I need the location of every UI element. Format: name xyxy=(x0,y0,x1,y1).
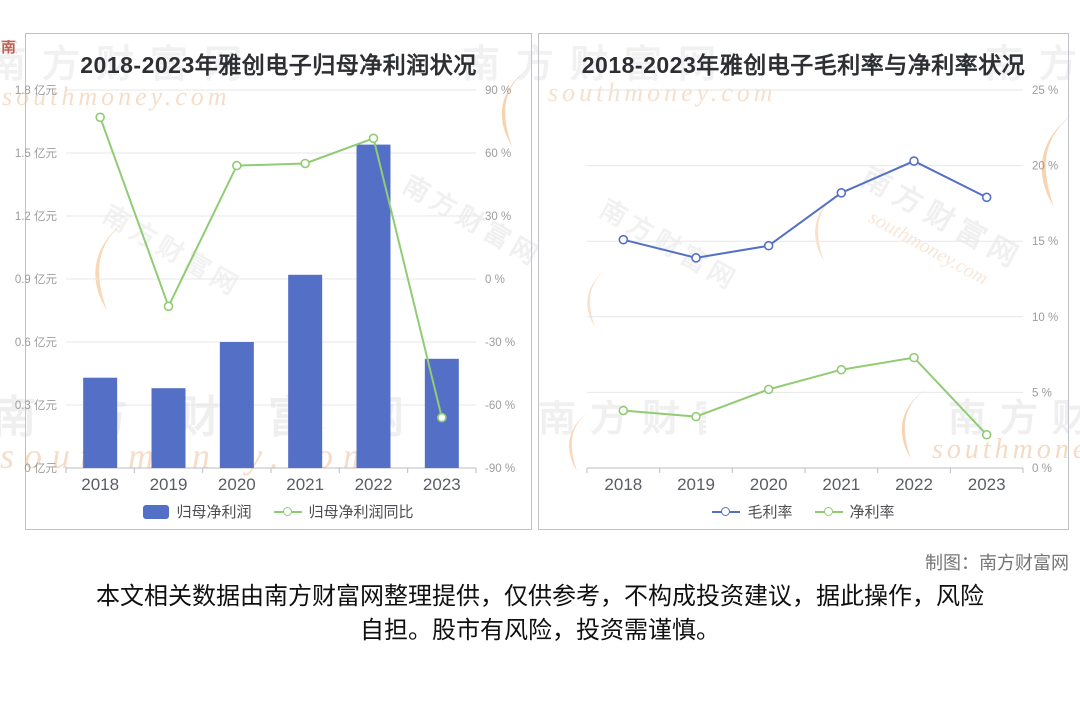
legend-line-marker-icon xyxy=(814,506,843,518)
margin-chart: 0 % 5 % 10 % 15 % 20 % 25 % 2018 2019 2020 2021 20… xyxy=(586,85,1058,494)
line-marker xyxy=(763,384,774,395)
legend-item-label: 归母净利润同比 xyxy=(308,504,414,521)
line-marker xyxy=(981,192,992,203)
left-axis-tick-label: 1.2 亿元 xyxy=(15,210,58,223)
category-label: 2021 xyxy=(286,475,324,494)
category-label: 2019 xyxy=(677,475,715,494)
line-marker xyxy=(618,405,629,416)
line-marker xyxy=(763,240,774,251)
left-axis-tick-label: 0 亿元 xyxy=(24,462,57,475)
right-axis-tick-label: 20 % xyxy=(1032,161,1058,173)
line-marker xyxy=(95,112,105,123)
line-marker xyxy=(691,253,701,263)
right-axis-tick-label: 0 % xyxy=(1032,463,1052,475)
line-marker xyxy=(368,133,379,144)
bar xyxy=(151,388,186,468)
right-axis-tick-label: -30 % xyxy=(485,337,515,349)
line-marker xyxy=(300,158,310,169)
legend-item-label: 净利率 xyxy=(849,504,895,521)
line-marker xyxy=(691,411,701,422)
right-axis-tick-label: 5 % xyxy=(1032,387,1052,399)
legend-line-marker-icon xyxy=(273,506,302,518)
legend-item: 归母净利润 xyxy=(143,501,252,522)
category-label: 2022 xyxy=(895,475,933,494)
category-label: 2018 xyxy=(604,475,642,494)
margin-chart-title: 2018-2023年雅创电子毛利率与净利率状况 xyxy=(581,52,1026,78)
category-label: 2023 xyxy=(968,475,1006,494)
left-axis-tick-label: 1.8 亿元 xyxy=(15,84,58,97)
legend-item-label: 归母净利润 xyxy=(176,504,252,521)
legend-item: 归母净利润同比 xyxy=(273,501,414,522)
legend-bar-swatch-icon xyxy=(143,504,170,519)
right-axis-tick-label: 0 % xyxy=(485,274,505,286)
right-axis-tick-label: -90 % xyxy=(485,463,515,475)
net-profit-chart-title: 2018-2023年雅创电子归母净利润状况 xyxy=(80,52,477,78)
line-marker xyxy=(909,156,919,166)
right-axis-tick-label: 30 % xyxy=(485,211,511,223)
right-axis-tick-label: 25 % xyxy=(1032,85,1058,97)
disclaimer-text: 本文相关数据由南方财富网整理提供，仅供参考，不构成投资建议，据此操作，风险自担。… xyxy=(96,583,984,644)
line-series xyxy=(99,116,443,418)
right-axis-tick-label: 60 % xyxy=(485,148,511,160)
category-label: 2019 xyxy=(150,475,188,494)
left-axis-tick-label: 1.5 亿元 xyxy=(15,147,58,160)
bar xyxy=(356,144,391,468)
left-axis-tick-label: 0.9 亿元 xyxy=(15,273,58,286)
margin-chart-legend: 毛利率 净利率 xyxy=(539,501,1068,522)
bar xyxy=(219,342,254,468)
line-marker xyxy=(618,234,629,245)
category-label: 2022 xyxy=(355,475,393,494)
line-series xyxy=(623,356,988,436)
line-marker xyxy=(836,364,847,375)
left-axis-tick-label: 0.3 亿元 xyxy=(15,399,58,412)
legend-item: 毛利率 xyxy=(712,501,793,522)
legend-item-label: 毛利率 xyxy=(747,504,793,521)
category-label: 2018 xyxy=(81,475,119,494)
net-profit-chart: 0 亿元 0.3 亿元 0.6 亿元 0.9 亿元 1.2 亿元 1.5 亿元 1.8 亿元… xyxy=(15,84,515,494)
right-axis-tick-label: 15 % xyxy=(1032,236,1058,248)
line-marker xyxy=(836,188,847,198)
bar xyxy=(288,274,323,468)
line-marker xyxy=(981,429,992,440)
line-marker xyxy=(232,160,242,171)
line-marker xyxy=(163,301,174,312)
margin-chart-panel: 2018-2023年雅创电子毛利率与净利率状况 0 % 5 % 10 % 15 % 20… xyxy=(538,33,1069,530)
category-label: 2020 xyxy=(750,475,788,494)
left-axis-tick-label: 0.6 亿元 xyxy=(15,336,58,349)
watermark-brand-text: 南方财富网 xyxy=(1,40,17,55)
category-label: 2021 xyxy=(822,475,860,494)
right-axis-tick-label: 90 % xyxy=(485,85,511,97)
line-marker xyxy=(909,352,919,363)
legend-item: 净利率 xyxy=(814,501,895,522)
legend-line-marker-icon xyxy=(712,506,741,518)
line-series xyxy=(623,160,988,259)
right-axis-tick-label: -60 % xyxy=(485,400,515,412)
right-axis-tick-label: 10 % xyxy=(1032,312,1058,324)
credit-text: 制图：南方财富网 xyxy=(925,553,1069,573)
category-label: 2023 xyxy=(423,475,461,494)
net-profit-chart-legend: 归母净利润 归母净利润同比 xyxy=(26,501,531,522)
bar xyxy=(83,377,118,468)
line-marker xyxy=(437,412,447,423)
category-label: 2020 xyxy=(218,475,256,494)
net-profit-chart-panel: 2018-2023年雅创电子归母净利润状况 0 亿元 0.3 亿元 0.6 亿元 0.… xyxy=(15,33,532,530)
